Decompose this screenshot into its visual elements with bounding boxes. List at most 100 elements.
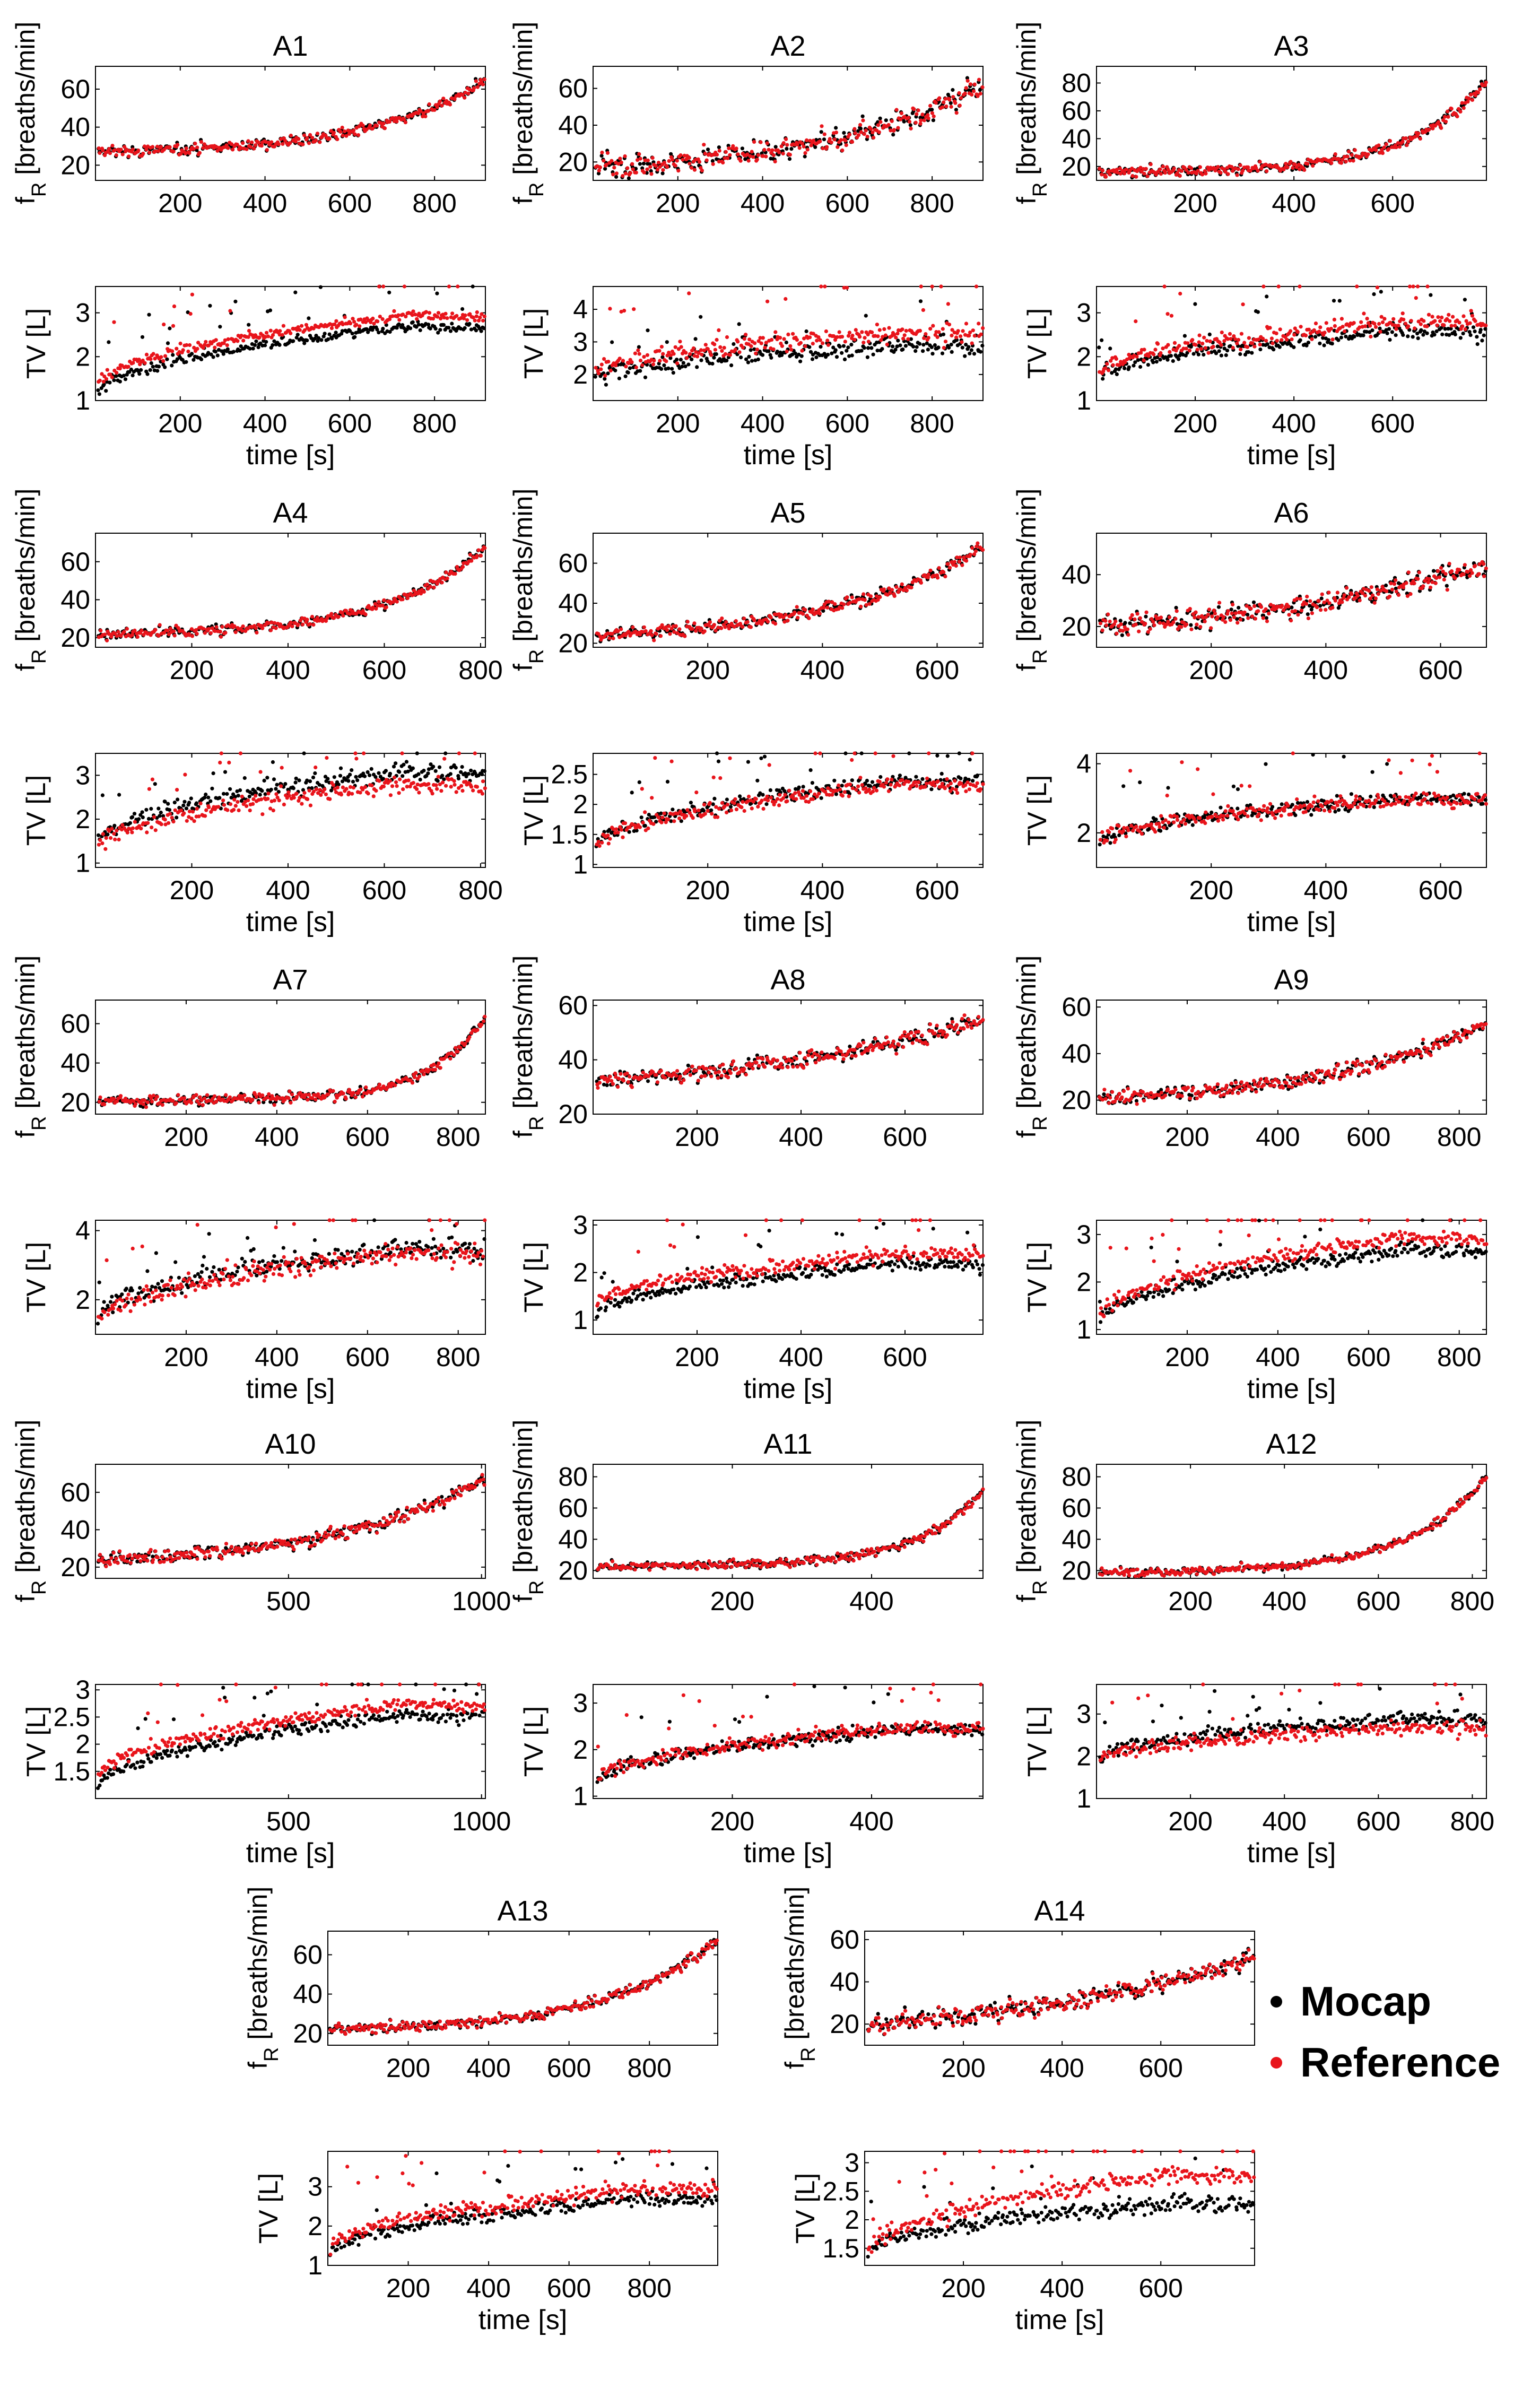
fr-reference-point (1123, 171, 1127, 176)
tv-reference-point (264, 331, 269, 335)
tv-mocap-point (1419, 328, 1423, 332)
tv-mocap-point (316, 339, 320, 343)
tv-a4-xtick-label: 400 (266, 875, 310, 905)
tv-mocap-point (221, 352, 225, 356)
tv-mocap-point (918, 342, 922, 346)
tv-mocap-point (903, 344, 908, 348)
tv-reference-point (1468, 321, 1472, 325)
tv-mocap-point (643, 375, 648, 379)
fr-a3-ytick-label: 40 (1062, 124, 1091, 153)
tv-reference-point (1382, 317, 1387, 321)
tv-reference-point (400, 751, 404, 755)
tv-mocap-point (340, 329, 345, 333)
tv-reference-point (139, 827, 143, 831)
fr-reference-point (356, 133, 361, 137)
tv-reference-point (390, 784, 395, 788)
fr-reference-point (631, 167, 635, 171)
tv-mocap-point (1326, 338, 1330, 342)
tv-reference-point (203, 814, 207, 818)
tv-mocap-point (117, 793, 121, 797)
tv-reference-point (634, 366, 638, 370)
tv-reference-point (381, 784, 386, 789)
tv-reference-point (221, 798, 225, 803)
tv-reference-point (201, 346, 205, 350)
tv-mocap-point (220, 349, 224, 353)
fr-reference-point (928, 568, 933, 572)
tv-reference-point (939, 284, 943, 289)
tv-mocap-point (208, 303, 212, 308)
fr-reference-point (444, 570, 448, 575)
tv-mocap-point (1475, 335, 1479, 339)
tv-mocap-point (190, 352, 194, 356)
tv-mocap-point (262, 778, 266, 783)
fr-a1-xtick-label: 400 (243, 188, 287, 218)
fr-reference-point (130, 147, 135, 152)
fr-reference-point (825, 145, 829, 149)
tv-reference-point (231, 807, 236, 812)
fr-reference-point (621, 174, 625, 178)
fr-reference-point (892, 594, 897, 598)
tv-mocap-point (467, 322, 472, 326)
tv-mocap-point (211, 771, 215, 776)
fr-reference-point (463, 91, 467, 95)
tv-reference-point (1202, 335, 1206, 340)
tv-reference-point (195, 806, 199, 811)
tv-reference-point (352, 319, 356, 324)
fr-reference-point (847, 133, 852, 137)
tv-reference-point (427, 311, 432, 315)
fr-reference-point (702, 629, 707, 633)
tv-ylabel-a5: TV [L] (519, 775, 549, 846)
fr-reference-point (1219, 171, 1223, 175)
tv-reference-point (390, 314, 395, 318)
fr-reference-point (909, 126, 913, 131)
tv-mocap-point (978, 350, 983, 354)
fr-reference-point (101, 148, 105, 152)
fr-reference-point (463, 95, 467, 100)
fr-reference-point (472, 86, 476, 90)
tv-reference-point (918, 328, 922, 333)
fr-a2-xtick-label: 800 (910, 188, 954, 218)
tv-reference-point (333, 322, 337, 326)
tv-a1-ytick-label: 1 (75, 386, 90, 415)
tv-reference-point (359, 317, 363, 322)
fr-reference-point (793, 610, 797, 614)
fr-reference-point (144, 147, 149, 152)
tv-mocap-point (102, 383, 106, 387)
tv-mocap-point (1219, 353, 1223, 358)
fr-reference-point (1384, 142, 1388, 146)
tv-mocap-point (1146, 363, 1150, 367)
tv-reference-point (233, 804, 238, 808)
tv-mocap-point (947, 345, 951, 350)
tv-mocap-point (1461, 332, 1465, 336)
tv-mocap-point (364, 327, 369, 331)
tv-reference-point (110, 827, 114, 831)
fr-reference-point (818, 139, 822, 144)
fr-reference-point (1397, 145, 1402, 149)
tv-reference-point (638, 359, 643, 363)
tv-reference-point (753, 341, 757, 345)
tv-reference-point (473, 318, 477, 323)
tv-ylabel-a2: TV [L] (519, 308, 549, 379)
fr-reference-point (305, 136, 309, 140)
panel-title-a2: A2 (770, 30, 805, 62)
tv-reference-point (808, 335, 812, 340)
fr-reference-point (634, 170, 638, 175)
fr-reference-point (203, 631, 207, 635)
fr-reference-point (260, 626, 265, 630)
fr-reference-point (235, 142, 239, 147)
tv-reference-point (713, 348, 717, 352)
tv-mocap-point (1101, 377, 1105, 381)
tv-reference-point (974, 284, 979, 289)
tv-reference-point (1457, 320, 1461, 325)
fr-reference-point (687, 155, 691, 160)
tv-reference-point (175, 346, 179, 351)
fr-reference-point (861, 118, 865, 123)
fr-reference-point (843, 138, 848, 143)
tv-reference-point (1365, 317, 1369, 321)
fr-reference-point (168, 627, 172, 631)
tv-reference-point (366, 792, 370, 796)
tv-reference-point (632, 307, 636, 311)
tv-mocap-point (189, 796, 193, 801)
fr-reference-point (628, 171, 632, 175)
tv-reference-point (105, 368, 109, 372)
